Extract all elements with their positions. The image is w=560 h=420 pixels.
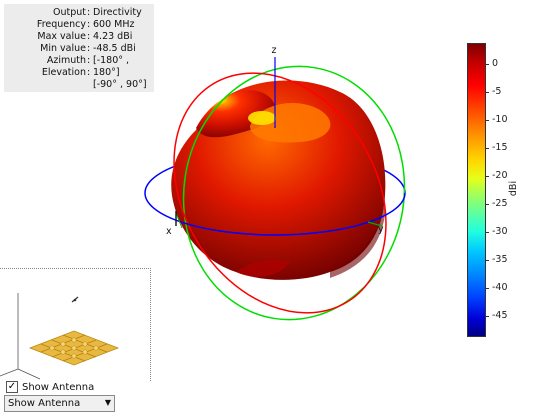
info-row-max: Max value : 4.23 dBi (4, 31, 154, 43)
yz-plane-circle (182, 65, 406, 321)
x-axis-label: x (166, 226, 172, 237)
info-row-elevation-range: [-90° , 90°] (4, 79, 154, 91)
colorbar-tick (485, 260, 489, 261)
info-value: 180°] (93, 67, 120, 78)
colorbar-tick-label: -15 (492, 142, 508, 153)
info-value: [-180° , (93, 55, 130, 66)
info-colon: : (87, 7, 91, 18)
info-colon: : (87, 19, 91, 30)
colorbar-tick (485, 120, 489, 121)
info-value: [-90° , 90°] (93, 79, 147, 90)
show-antenna-checkbox-label: Show Antenna (22, 381, 95, 393)
info-label: Elevation (41, 67, 86, 78)
info-row-output: Output : Directivity (4, 7, 154, 19)
info-value: Directivity (93, 7, 142, 18)
info-row-min: Min value : -48.5 dBi (4, 43, 154, 55)
colorbar-tick (485, 288, 489, 289)
info-row-elevation: Elevation : 180°] (4, 67, 154, 79)
info-colon: : (87, 67, 91, 78)
pattern-surface (171, 80, 386, 280)
z-axis-label: z (272, 45, 277, 56)
colorbar-tick-label: 0 (492, 58, 499, 69)
checkbox-check-icon[interactable]: ✓ (6, 381, 18, 393)
antenna-display-dropdown[interactable]: Show Antenna ▼ (4, 395, 115, 412)
antenna-icon (0, 293, 120, 380)
y-axis-line (367, 221, 383, 227)
info-value: 600 MHz (93, 19, 135, 30)
colorbar-tick-label: -5 (492, 86, 502, 97)
colorbar-tick-label: -40 (492, 282, 508, 293)
info-label: Output (53, 7, 86, 18)
y-axis-label: y (378, 224, 384, 235)
colorbar-tick (485, 92, 489, 93)
info-row-azimuth: Azimuth : [-180° , (4, 55, 154, 67)
colorbar-unit-label: dBi (508, 180, 520, 197)
colorbar-tick (485, 316, 489, 317)
info-colon: : (87, 43, 91, 54)
x-axis-line (175, 212, 183, 229)
colorbar (467, 43, 486, 337)
info-colon: : (87, 31, 91, 42)
colorbar-tick (485, 176, 489, 177)
colorbar-tick-label: -25 (492, 198, 508, 209)
colorbar-tick-label: -35 (492, 254, 508, 265)
colorbar-tick (485, 204, 489, 205)
info-value: 4.23 dBi (93, 31, 133, 42)
info-row-frequency: Frequency : 600 MHz (4, 19, 154, 31)
colorbar-tick-label: -45 (492, 310, 508, 321)
dropdown-selected-value: Show Antenna (8, 398, 81, 409)
colorbar-tick-label: -30 (492, 226, 508, 237)
colorbar-tick (485, 148, 489, 149)
info-value: -48.5 dBi (93, 43, 136, 54)
info-colon: : (87, 55, 91, 66)
info-label: Frequency (36, 19, 86, 30)
chevron-down-icon[interactable]: ▼ (104, 398, 111, 407)
antenna-inset-view[interactable] (0, 268, 151, 381)
info-label: Azimuth (46, 55, 86, 66)
info-panel: Output : Directivity Frequency : 600 MHz… (4, 4, 154, 92)
colorbar-tick (485, 64, 489, 65)
xy-plane-circle-front (144, 192, 406, 236)
colorbar-tick-label: -20 (492, 170, 508, 181)
colorbar-tick-label: -10 (492, 114, 508, 125)
show-antenna-checkbox[interactable]: ✓ Show Antenna (6, 381, 94, 393)
info-label: Max value (37, 31, 86, 42)
info-label: Min value (40, 43, 86, 54)
xz-plane-circle (173, 72, 387, 314)
colorbar-tick (485, 232, 489, 233)
